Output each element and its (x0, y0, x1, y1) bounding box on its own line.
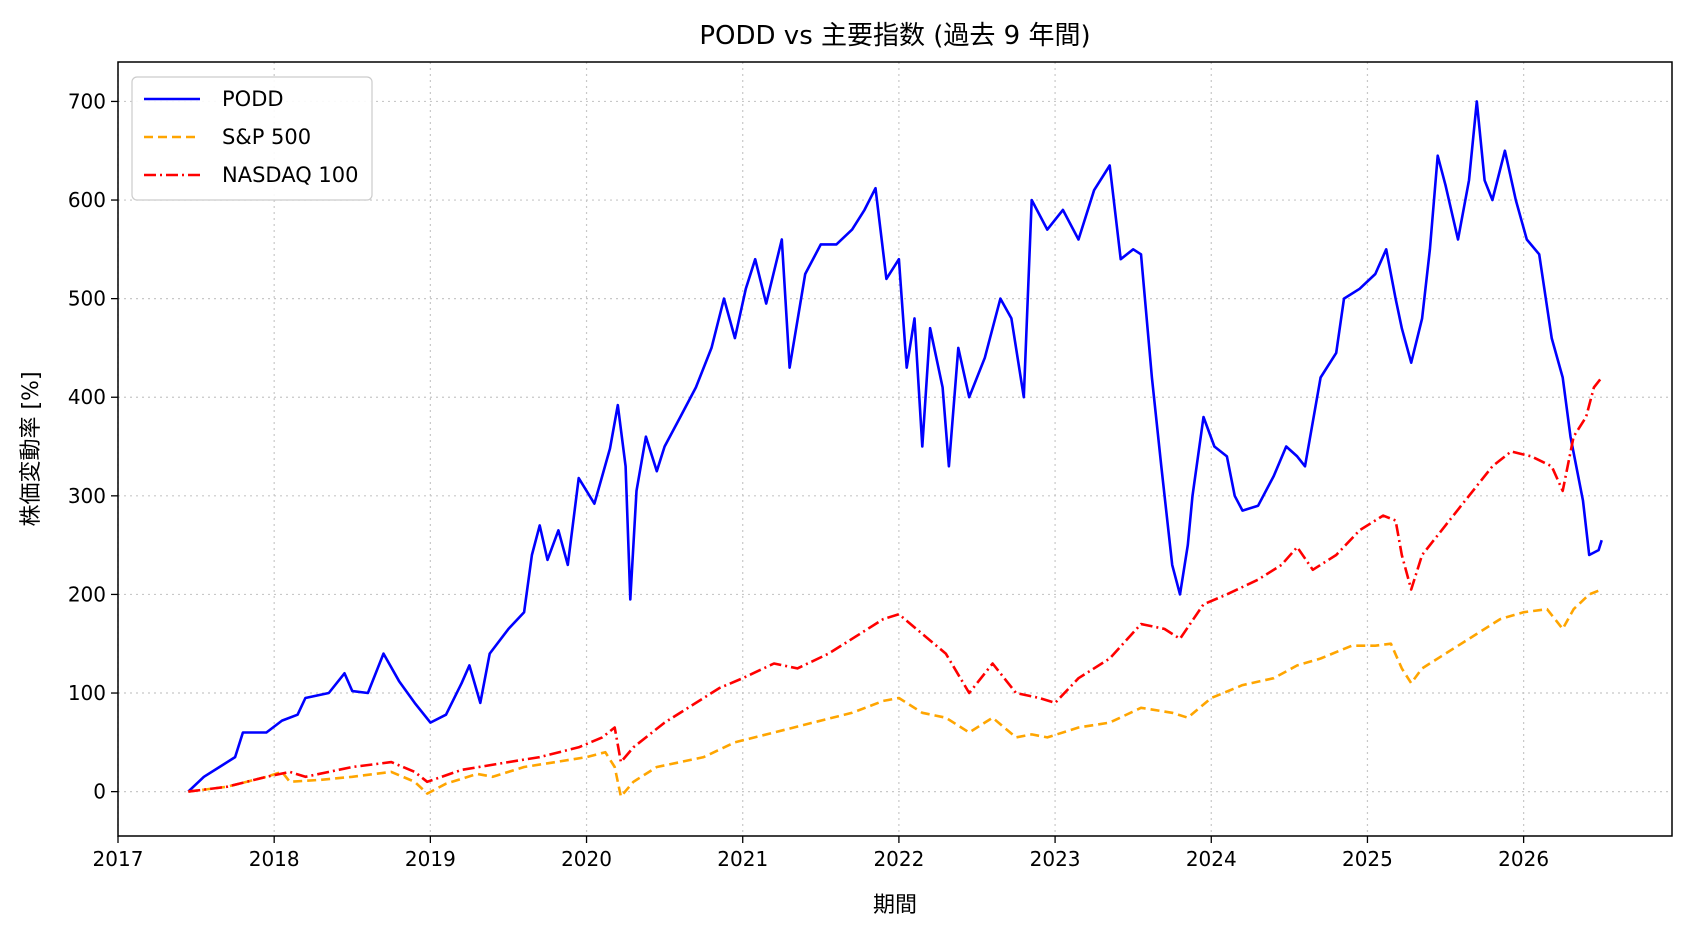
y-axis: 0 100 200 300 400 500 600 700 (68, 89, 118, 804)
x-tick-label: 2021 (717, 847, 768, 871)
x-tick-label: 2024 (1186, 847, 1237, 871)
y-tick-label: 0 (93, 780, 106, 804)
x-tick-label: 2022 (873, 847, 924, 871)
y-tick-label: 400 (68, 385, 106, 409)
x-tick-label: 2018 (249, 847, 300, 871)
y-tick-label: 600 (68, 188, 106, 212)
legend-label: PODD (222, 87, 284, 111)
legend-box (131, 76, 373, 201)
x-tick-label: 2020 (561, 847, 612, 871)
y-tick-label: 300 (68, 484, 106, 508)
series-line-podd (187, 100, 1603, 793)
x-tick-label: 2017 (93, 847, 144, 871)
grid-lines (117, 62, 1672, 836)
series-layer (187, 100, 1603, 798)
x-tick-label: 2026 (1498, 847, 1549, 871)
y-tick-label: 100 (68, 681, 106, 705)
x-axis: 2017 2018 2019 2020 2021 2022 2023 2024 2025 2026 (93, 836, 1549, 871)
chart-title: PODD vs 主要指数 (過去 9 年間) (699, 21, 1090, 51)
x-tick-label: 2025 (1342, 847, 1393, 871)
x-tick-label: 2023 (1030, 847, 1081, 871)
legend-label: S&P 500 (222, 125, 311, 149)
legend-label: NASDAQ 100 (222, 163, 359, 187)
x-axis-label: 期間 (873, 893, 917, 918)
y-axis-label: 株価変動率 [%] (19, 371, 44, 526)
x-tick-label: 2019 (405, 847, 456, 871)
series-line-s-p-500 (188, 588, 1603, 798)
legend: PODD S&P 500 NASDAQ 100 (131, 76, 373, 201)
y-tick-label: 500 (68, 287, 106, 311)
y-tick-label: 200 (68, 582, 106, 606)
plot-frame (117, 61, 1673, 837)
y-tick-label: 700 (68, 89, 106, 113)
